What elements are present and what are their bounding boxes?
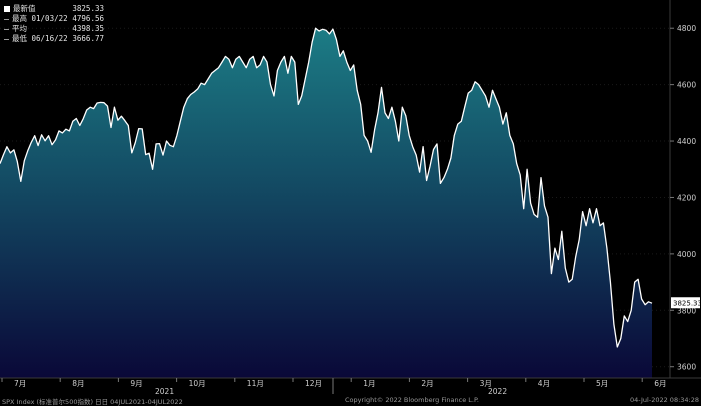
legend-row: 平均 4398.35 (4, 24, 104, 34)
legend: 最新值 3825.33 最高 01/03/22 4796.56 平均 4398.35 最低 … (4, 4, 104, 44)
area-fill (0, 28, 652, 378)
legend-label: 平均 (12, 24, 27, 33)
footer-timestamp: 04-Jul-2022 08:34:28 (630, 396, 699, 404)
y-axis: 3600 3800 4000 4200 4400 4600 4800 (670, 24, 696, 372)
legend-row: 最低 06/16/22 3666.77 (4, 34, 104, 44)
footer-source: SPX Index (标准普尔500指数) 日日 04JUL2021-04JUL… (2, 398, 183, 406)
x-year-label: 2021 (155, 387, 174, 396)
y-tick-label: 4600 (677, 81, 696, 90)
last-value-box (671, 297, 700, 309)
legend-value: 4398.35 (72, 24, 104, 33)
footer: SPX Index (标准普尔500指数) 日日 04JUL2021-04JUL… (0, 396, 701, 406)
y-tick-label: 4800 (677, 24, 696, 33)
last-value-marker: 3825.33 (671, 297, 701, 309)
x-tick-label: 5月 (596, 379, 608, 388)
x-tick-label: 4月 (538, 379, 550, 388)
legend-swatch (4, 18, 9, 20)
last-value-label: 3825.33 (673, 300, 701, 308)
y-tick-label: 4200 (677, 193, 696, 202)
footer-copyright: Copyright© 2022 Bloomberg Finance L.P. (345, 396, 479, 404)
x-tick-label: 12月 (305, 379, 322, 388)
x-axis: 7月 8月 9月 10月 11月 12月 1月 2月 3月 4月 5月 6月 2021 2022 (1, 378, 666, 396)
x-tick-label: 1月 (363, 379, 375, 388)
x-tick-label: 6月 (654, 379, 666, 388)
legend-label: 最低 06/16/22 (12, 34, 68, 43)
legend-row: 最高 01/03/22 4796.56 (4, 14, 104, 24)
y-tick-label: 4400 (677, 137, 696, 146)
legend-value: 4796.56 (72, 14, 104, 23)
legend-swatch (4, 38, 9, 40)
x-tick-label: 10月 (189, 379, 206, 388)
x-year-label: 2022 (488, 387, 507, 396)
legend-row: 最新值 3825.33 (4, 4, 104, 14)
legend-value: 3825.33 (72, 4, 104, 13)
x-tick-label: 2月 (421, 379, 433, 388)
x-tick-label: 7月 (14, 379, 26, 388)
x-tick-label: 9月 (130, 379, 142, 388)
price-line (0, 27, 653, 348)
y-tick-label: 3800 (677, 306, 696, 315)
y-tick-label: 4000 (677, 250, 696, 259)
x-tick-label: 3月 (480, 379, 492, 388)
legend-swatch (4, 6, 10, 12)
legend-label: 最新值 (13, 4, 36, 13)
y-tick-label: 3600 (677, 363, 696, 372)
legend-swatch (4, 28, 9, 30)
x-tick-label: 11月 (247, 379, 264, 388)
legend-label: 最高 01/03/22 (12, 14, 68, 23)
legend-value: 3666.77 (72, 34, 104, 43)
x-tick-label: 8月 (72, 379, 84, 388)
